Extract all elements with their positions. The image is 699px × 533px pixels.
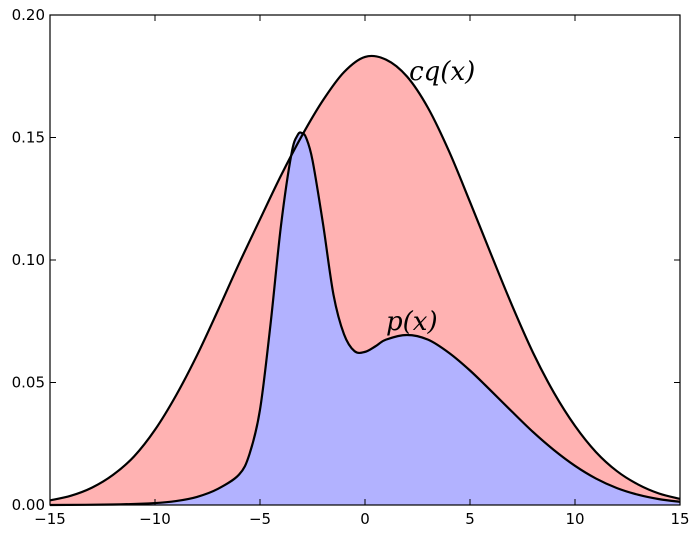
- y-tick-label: 0.05: [12, 374, 45, 392]
- y-tick-label: 0.10: [12, 251, 45, 269]
- x-tick-labels: −15 −10 −5 0 5 10 15: [34, 510, 689, 528]
- x-tick-label: 10: [565, 510, 584, 528]
- curve-annotations: cq(x) p(x): [386, 57, 475, 337]
- y-tick-label: 0.15: [12, 129, 45, 147]
- x-tick-label: −10: [139, 510, 171, 528]
- series-line-1: [49, 131, 681, 507]
- area-fill-0: [50, 55, 680, 506]
- area-fill-1: [50, 132, 680, 505]
- area-fills: [50, 55, 680, 506]
- axis-ticks: [49, 14, 681, 506]
- series-line-0: [49, 54, 681, 502]
- y-tick-label: 0.00: [12, 496, 45, 514]
- x-tick-label: 5: [465, 510, 475, 528]
- x-tick-label: −15: [34, 510, 66, 528]
- curve-label-1: p(x): [386, 307, 438, 337]
- x-tick-label: 0: [360, 510, 370, 528]
- x-tick-label: −5: [249, 510, 271, 528]
- series-lines: [49, 54, 681, 507]
- curve-label-0: cq(x): [409, 57, 475, 87]
- y-tick-labels: 0.00 0.05 0.10 0.15 0.20: [12, 6, 45, 514]
- x-tick-label: 15: [670, 510, 689, 528]
- y-tick-label: 0.20: [12, 6, 45, 24]
